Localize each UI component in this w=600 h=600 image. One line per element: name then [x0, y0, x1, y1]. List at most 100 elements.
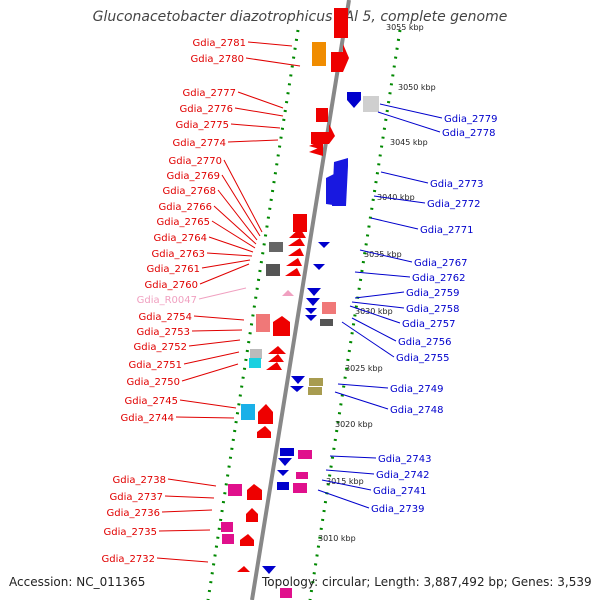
- gene-arrow: [293, 214, 307, 232]
- scale-label: 3015 kbp: [326, 477, 364, 486]
- gene-label-gdia-2772[interactable]: Gdia_2772: [427, 199, 480, 210]
- scale-label: 3035 kbp: [364, 250, 402, 259]
- scale-label: 3045 kbp: [390, 138, 428, 147]
- gene-arrow: [313, 264, 325, 270]
- leader-line: [161, 509, 213, 513]
- leader-line: [167, 478, 217, 487]
- gene-arrow: [311, 124, 335, 144]
- gene-label-gdia-2765[interactable]: Gdia_2765: [157, 217, 210, 228]
- gene-label-gdia-2755[interactable]: Gdia_2755: [396, 353, 449, 364]
- gene-arrow: [277, 470, 289, 476]
- label-leader-lines: [156, 41, 443, 563]
- gene-label-gdia-2749[interactable]: Gdia_2749: [390, 384, 443, 395]
- gene-label-gdia-2742[interactable]: Gdia_2742: [376, 470, 429, 481]
- gene-arrow: [291, 376, 305, 384]
- gene-label-gdia-2741[interactable]: Gdia_2741: [373, 486, 426, 497]
- gene-arrow: [246, 508, 258, 522]
- gene-label-gdia-2760[interactable]: Gdia_2760: [145, 280, 198, 291]
- gene-features: [221, 8, 379, 598]
- gene-block: [296, 472, 308, 479]
- gene-label-gdia-2750[interactable]: Gdia_2750: [127, 377, 180, 388]
- gene-label-gdia-2770[interactable]: Gdia_2770: [169, 156, 222, 167]
- gene-label-gdia-2757[interactable]: Gdia_2757: [402, 319, 455, 330]
- gene-block: [363, 96, 379, 112]
- gene-arrow: [266, 362, 282, 370]
- leader-line: [188, 339, 241, 347]
- gene-label-gdia-2753[interactable]: Gdia_2753: [137, 327, 190, 338]
- right-tick-track: [308, 29, 402, 600]
- gene-arrow: [288, 238, 305, 246]
- scale-labels: 3055 kbp 3050 kbp 3045 kbp 3040 kbp 3035…: [318, 23, 436, 543]
- gene-label-gdia-2777[interactable]: Gdia_2777: [183, 88, 236, 99]
- leader-line: [230, 123, 281, 129]
- leader-line: [181, 363, 239, 382]
- gene-label-gdia-2779[interactable]: Gdia_2779: [444, 114, 497, 125]
- gene-label-gdia-2774[interactable]: Gdia_2774: [173, 138, 226, 149]
- gene-block: [309, 378, 323, 386]
- gene-label-gdia-2745[interactable]: Gdia_2745: [125, 396, 178, 407]
- leader-line: [321, 479, 372, 491]
- leader-line: [193, 315, 245, 321]
- gene-label-gdia-2737[interactable]: Gdia_2737: [110, 492, 163, 503]
- gene-arrow: [247, 484, 262, 500]
- gene-arrow: [280, 448, 294, 456]
- gene-arrow: [268, 346, 286, 354]
- gene-label-gdia-2736[interactable]: Gdia_2736: [107, 508, 160, 519]
- leader-line: [234, 107, 284, 117]
- leader-line: [217, 189, 258, 241]
- gene-label-gdia-2739[interactable]: Gdia_2739: [371, 504, 424, 515]
- leader-line: [341, 321, 395, 358]
- gene-arrow: [290, 386, 304, 392]
- gene-label-gdia-2756[interactable]: Gdia_2756: [398, 337, 451, 348]
- gene-label-gdia-2766[interactable]: Gdia_2766: [159, 202, 212, 213]
- gene-arrow: [286, 258, 302, 266]
- leader-line: [359, 249, 413, 263]
- gene-arrow: [305, 308, 317, 314]
- gene-label-gdia-2732[interactable]: Gdia_2732: [102, 554, 155, 565]
- gene-label-gdia-2738[interactable]: Gdia_2738: [113, 475, 166, 486]
- gene-label-gdia-2751[interactable]: Gdia_2751: [129, 360, 182, 371]
- gene-label-gdia-2758[interactable]: Gdia_2758: [406, 304, 459, 315]
- gene-label-gdia-2781[interactable]: Gdia_2781: [193, 38, 246, 49]
- leader-line: [329, 455, 377, 459]
- leader-line: [334, 391, 389, 410]
- rna-arrow: [282, 290, 294, 296]
- leader-line: [317, 489, 370, 509]
- gene-label-gdia-2735[interactable]: Gdia_2735: [104, 527, 157, 538]
- genome-title: Gluconacetobacter diazotrophicus PAl 5, …: [92, 9, 508, 25]
- gene-label-gdia-2773[interactable]: Gdia_2773: [430, 179, 483, 190]
- gene-label-gdia-2778[interactable]: Gdia_2778: [442, 128, 495, 139]
- gene-label-gdia-2776[interactable]: Gdia_2776: [180, 104, 233, 115]
- leader-line: [349, 305, 401, 324]
- gene-label-gdia-2743[interactable]: Gdia_2743: [378, 454, 431, 465]
- gene-label-gdia-r0047[interactable]: Gdia_R0047: [137, 295, 197, 306]
- gene-arrow: [309, 146, 323, 156]
- gene-label-gdia-2769[interactable]: Gdia_2769: [167, 171, 220, 182]
- gene-label-gdia-2771[interactable]: Gdia_2771: [420, 225, 473, 236]
- gene-label-gdia-2762[interactable]: Gdia_2762: [412, 273, 465, 284]
- scale-label: 3030 kbp: [355, 307, 393, 316]
- gene-label-gdia-2761[interactable]: Gdia_2761: [147, 264, 200, 275]
- gene-arrow: [278, 458, 292, 466]
- gene-label-gdia-2759[interactable]: Gdia_2759: [406, 288, 459, 299]
- gene-block: [312, 42, 326, 66]
- gene-label-gdia-2775[interactable]: Gdia_2775: [176, 120, 229, 131]
- gene-label-gdia-2744[interactable]: Gdia_2744: [121, 413, 174, 424]
- leader-line: [183, 351, 240, 365]
- genome-backbone: [250, 0, 351, 600]
- gene-label-gdia-2748[interactable]: Gdia_2748: [390, 405, 443, 416]
- gene-label-gdia-2780[interactable]: Gdia_2780: [191, 54, 244, 65]
- gene-label-gdia-2767[interactable]: Gdia_2767: [414, 258, 467, 269]
- leader-line: [199, 263, 250, 285]
- leader-line: [351, 317, 397, 342]
- leader-line: [351, 301, 405, 309]
- accession-text: Accession: NC_011365: [9, 575, 146, 589]
- gene-label-gdia-2764[interactable]: Gdia_2764: [154, 233, 207, 244]
- gene-label-gdia-2754[interactable]: Gdia_2754: [139, 312, 192, 323]
- leader-line: [175, 416, 235, 419]
- gene-label-gdia-2768[interactable]: Gdia_2768: [163, 186, 216, 197]
- gene-label-gdia-2752[interactable]: Gdia_2752: [134, 342, 187, 353]
- gene-label-gdia-2763[interactable]: Gdia_2763: [152, 249, 205, 260]
- gene-arrow: [305, 315, 317, 321]
